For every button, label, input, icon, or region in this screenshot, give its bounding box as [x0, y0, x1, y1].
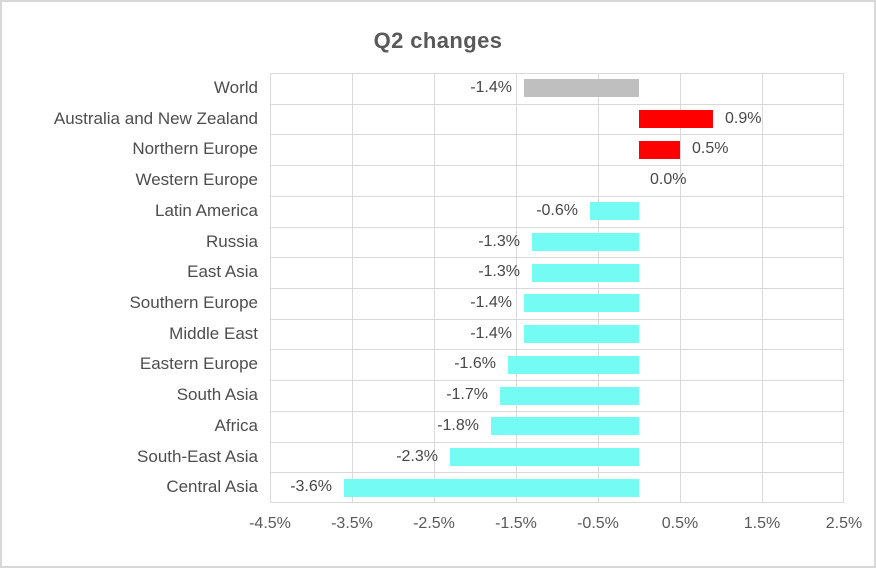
bar-value-label: -1.7%: [446, 386, 488, 403]
category-label: Latin America: [155, 201, 258, 220]
bar-value-label: -2.3%: [396, 448, 438, 465]
x-tick-label: -4.5%: [249, 515, 291, 532]
x-tick-label: 2.5%: [825, 515, 863, 532]
category-label: Central Asia: [166, 477, 258, 496]
gridline-horizontal: [270, 134, 844, 135]
x-tick-label: 0.5%: [661, 515, 699, 532]
bar-value-label: 0.9%: [725, 110, 762, 127]
bar-value-label: -1.4%: [470, 325, 512, 342]
gridline-vertical: [352, 73, 353, 503]
bar-negative: [344, 479, 639, 497]
bar-negative: [524, 294, 639, 312]
bar-value-label: -1.3%: [478, 233, 520, 250]
category-label: Western Europe: [135, 170, 258, 189]
gridline-horizontal: [270, 257, 844, 258]
bar-value-label: 0.0%: [650, 171, 687, 188]
gridline-horizontal: [270, 349, 844, 350]
category-label: Northern Europe: [132, 139, 258, 158]
bar-negative: [491, 417, 639, 435]
x-tick-label: -1.5%: [495, 515, 537, 532]
bar-negative: [532, 264, 639, 282]
x-tick-label: -3.5%: [331, 515, 373, 532]
category-label: World: [213, 78, 258, 97]
bar-negative: [524, 79, 639, 97]
gridline-vertical: [270, 73, 271, 503]
bar-positive: [639, 141, 680, 159]
bar-negative: [508, 356, 639, 374]
gridline-horizontal: [270, 73, 844, 74]
category-label: Australia and New Zealand: [53, 109, 258, 128]
chart-title: Q2 changes: [373, 28, 503, 53]
gridline-horizontal: [270, 411, 844, 412]
bar-negative: [590, 202, 639, 220]
category-label: Russia: [206, 232, 258, 251]
bar-positive: [639, 110, 713, 128]
gridline-horizontal: [270, 442, 844, 443]
gridline-horizontal: [270, 165, 844, 166]
category-label: Southern Europe: [129, 293, 258, 312]
bar-value-label: -1.8%: [437, 417, 479, 434]
gridline-horizontal: [270, 227, 844, 228]
category-label: South Asia: [176, 385, 258, 404]
gridline-vertical: [598, 73, 599, 503]
gridline-vertical: [762, 73, 763, 503]
plot-area: -1.4% 0.9% 0.5% 0.0% -0.6% -1.3% -1.3% -1.4% -1.…: [270, 73, 844, 503]
bar-value-label: -3.6%: [290, 478, 332, 495]
bar-negative: [500, 387, 639, 405]
bar-value-label: -0.6%: [536, 202, 578, 219]
gridline-horizontal: [270, 104, 844, 105]
gridline-horizontal: [270, 380, 844, 381]
category-label: Middle East: [169, 324, 258, 343]
gridline-vertical: [680, 73, 681, 503]
category-label: Africa: [214, 416, 258, 435]
gridline-horizontal: [270, 472, 844, 473]
category-label: South-East Asia: [137, 447, 258, 466]
bar-negative: [450, 448, 639, 466]
gridline-horizontal: [270, 288, 844, 289]
gridline-horizontal: [270, 319, 844, 320]
category-label: East Asia: [187, 262, 258, 281]
bar-value-label: 0.5%: [692, 140, 729, 157]
gridline-vertical: [434, 73, 435, 503]
bar-value-label: -1.4%: [470, 294, 512, 311]
bar-value-label: -1.4%: [470, 79, 512, 96]
bar-value-label: -1.3%: [478, 263, 520, 280]
x-tick-label: -0.5%: [577, 515, 619, 532]
gridline-horizontal: [270, 196, 844, 197]
x-tick-label: 1.5%: [743, 515, 781, 532]
category-label: Eastern Europe: [139, 354, 258, 373]
gridline-vertical: [516, 73, 517, 503]
bar-negative: [524, 325, 639, 343]
gridline-horizontal: [270, 502, 844, 503]
bar-negative: [532, 233, 639, 251]
gridline-vertical: [843, 73, 844, 503]
bar-value-label: -1.6%: [454, 355, 496, 372]
x-tick-label: -2.5%: [413, 515, 455, 532]
